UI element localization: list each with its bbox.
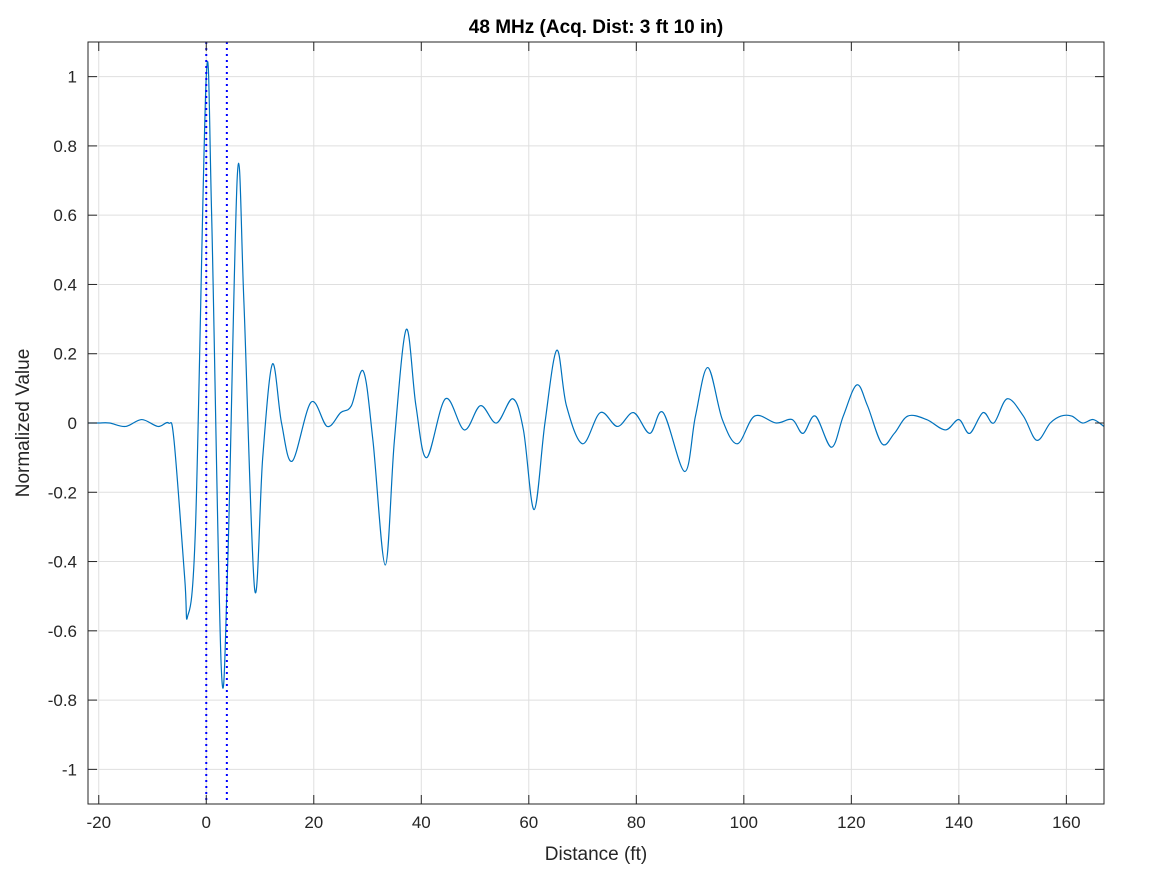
y-tick-label: -1	[62, 760, 77, 779]
x-tick-label: 120	[837, 813, 865, 832]
x-tick-label: 40	[412, 813, 431, 832]
y-tick-label: -0.8	[48, 691, 77, 710]
y-tick-label: 0	[68, 414, 77, 433]
series-group	[88, 61, 1105, 689]
y-tick-label: -0.4	[48, 553, 77, 572]
y-tick-label: 0.6	[53, 206, 77, 225]
x-tick-label: -20	[86, 813, 111, 832]
y-axis-label: Normalized Value	[13, 349, 34, 498]
y-tick-label: 0.4	[53, 275, 77, 294]
x-tick-label: 100	[730, 813, 758, 832]
x-tick-label: 60	[519, 813, 538, 832]
chart-title: 48 MHz (Acq. Dist: 3 ft 10 in)	[469, 17, 723, 38]
y-tick-label: -0.2	[48, 483, 77, 502]
x-tick-label: 80	[627, 813, 646, 832]
ticks	[88, 42, 1104, 804]
x-tick-label: 0	[202, 813, 211, 832]
tick-labels: -20 0 20 40 60 80 100 120 140 160 1 0.8 0.6 0.4 0.2 0 -0…	[48, 68, 1081, 832]
y-tick-label: -0.6	[48, 622, 77, 641]
y-tick-label: 1	[68, 68, 77, 87]
y-tick-label: 0.2	[53, 345, 77, 364]
series-line	[88, 61, 1105, 689]
x-tick-label: 160	[1052, 813, 1080, 832]
y-tick-label: 0.8	[53, 137, 77, 156]
grid	[88, 42, 1104, 804]
x-tick-label: 140	[945, 813, 973, 832]
x-tick-label: 20	[304, 813, 323, 832]
x-axis-label: Distance (ft)	[545, 844, 647, 865]
vertical-markers	[205, 42, 228, 804]
